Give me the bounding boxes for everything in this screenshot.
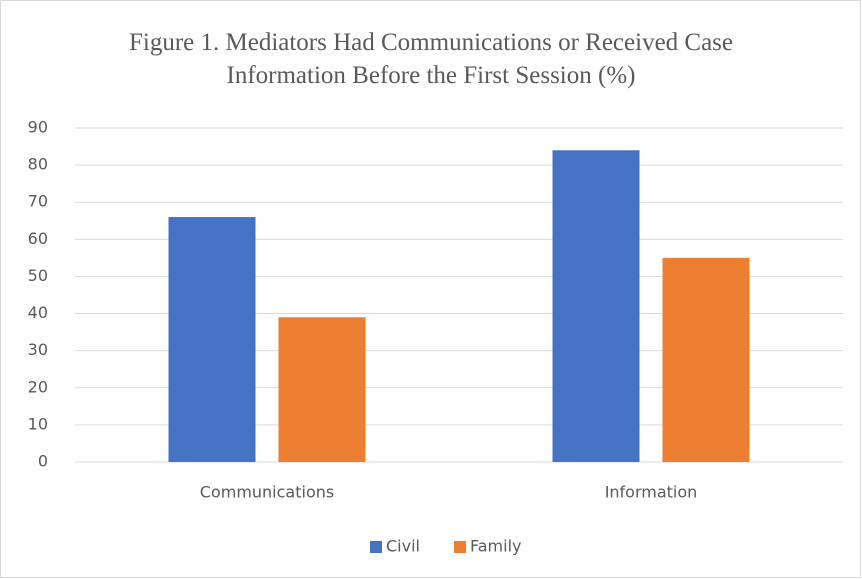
legend-label: Family — [470, 537, 521, 556]
bar — [662, 257, 750, 462]
y-tick-label: 30 — [28, 340, 48, 359]
bar — [552, 150, 640, 462]
y-tick-label: 0 — [38, 452, 48, 471]
x-tick-label: Information — [605, 483, 698, 502]
y-tick-label: 40 — [28, 303, 48, 322]
bar — [168, 217, 256, 462]
x-tick-label: Communications — [200, 483, 334, 502]
legend-label: Civil — [386, 537, 420, 556]
y-tick-label: 50 — [28, 266, 48, 285]
y-tick-label: 10 — [28, 414, 48, 433]
y-tick-label: 80 — [28, 155, 48, 174]
y-tick-label: 20 — [28, 377, 48, 396]
y-tick-label: 70 — [28, 192, 48, 211]
chart-title: Figure 1. Mediators Had Communications o… — [128, 29, 734, 89]
legend-swatch — [370, 541, 382, 553]
legend-swatch — [454, 541, 466, 553]
y-tick-label: 60 — [28, 229, 48, 248]
y-tick-label: 90 — [28, 118, 48, 137]
bar — [278, 317, 366, 462]
